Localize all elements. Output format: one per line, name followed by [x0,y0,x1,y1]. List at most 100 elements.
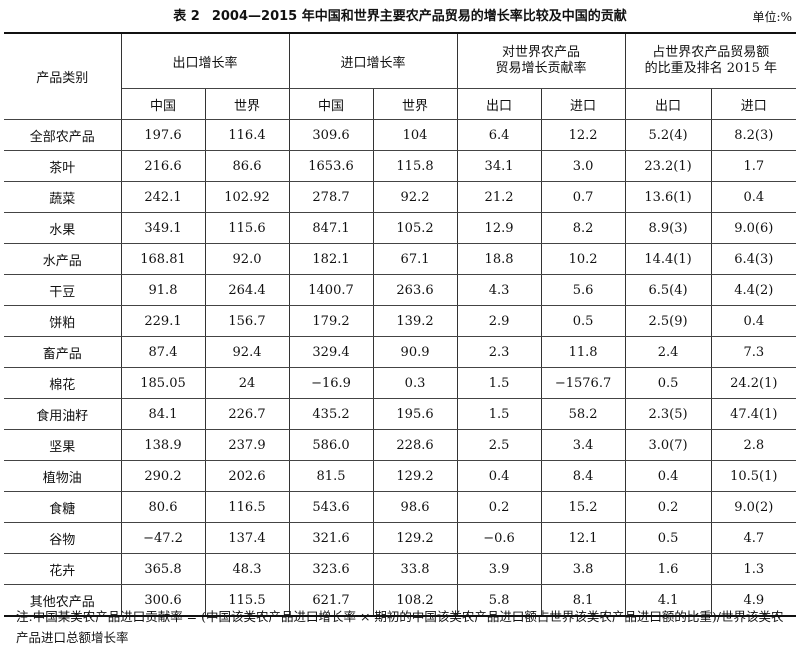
export-china-cell: 185.05 [120,367,206,399]
table-row: 棉花 185.05 24 −16.9 0.3 1.5 −1576.7 0.5 24.2(1) [4,367,797,399]
share-export-cell: 0.4 [624,460,712,492]
import-china-cell: 1653.6 [288,150,374,182]
export-world-cell: 237.9 [204,429,290,461]
import-world-cell: 139.2 [372,305,458,337]
category-cell: 水果 [4,212,122,244]
import-china-cell: 278.7 [288,181,374,213]
share-import-cell: 1.7 [710,150,797,182]
import-world-cell: 263.6 [372,274,458,306]
import-china-cell: 1400.7 [288,274,374,306]
table-caption-row: 表 2 2004—2015 年中国和世界主要农产品贸易的增长率比较及中国的贡献 单… [0,6,800,28]
import-world-cell: 105.2 [372,212,458,244]
export-china-cell: 197.6 [120,119,206,151]
export-world-cell: 86.6 [204,150,290,182]
import-china-cell: 182.1 [288,243,374,275]
table-title: 2004—2015 年中国和世界主要农产品贸易的增长率比较及中国的贡献 [211,9,627,24]
share-export-cell: 23.2(1) [624,150,712,182]
table-row: 食用油籽 84.1 226.7 435.2 195.6 1.5 58.2 2.3(5) 47.4… [4,398,797,430]
import-china-cell: 586.0 [288,429,374,461]
share-import-cell: 47.4(1) [710,398,797,430]
share-export-cell: 4.1 [624,584,712,617]
category-cell: 干豆 [4,274,122,306]
share-export-cell: 3.0(7) [624,429,712,461]
contribution-export-cell: −0.6 [456,522,542,554]
table-row: 蔬菜 242.1 102.92 278.7 92.2 21.2 0.7 13.6(1) 0.4 [4,181,797,213]
import-world-cell: 98.6 [372,491,458,523]
share-header-line2: 的比重及排名 2015 年 [644,61,777,76]
export-china-cell: 216.6 [120,150,206,182]
category-cell: 坚果 [4,429,122,461]
sub-header-world: 世界 [204,88,290,120]
table-number: 表 2 [173,9,200,24]
contribution-import-cell: 58.2 [540,398,626,430]
sub-header-world: 世界 [372,88,458,120]
export-world-cell: 102.92 [204,181,290,213]
import-china-cell: 179.2 [288,305,374,337]
contribution-export-cell: 0.2 [456,491,542,523]
export-china-cell: 138.9 [120,429,206,461]
export-china-cell: 91.8 [120,274,206,306]
share-export-cell: 14.4(1) [624,243,712,275]
import-china-cell: 543.6 [288,491,374,523]
category-cell: 花卉 [4,553,122,585]
import-china-cell: 321.6 [288,522,374,554]
export-growth-header: 出口增长率 [120,32,290,89]
contribution-export-cell: 34.1 [456,150,542,182]
share-export-cell: 0.5 [624,367,712,399]
table-row: 食糖 80.6 116.5 543.6 98.6 0.2 15.2 0.2 9.0(2) [4,491,797,523]
import-china-cell: 323.6 [288,553,374,585]
share-import-cell: 4.9 [710,584,797,617]
table-caption: 表 2 2004—2015 年中国和世界主要农产品贸易的增长率比较及中国的贡献 [0,6,800,28]
import-china-cell: 621.7 [288,584,374,617]
import-growth-header: 进口增长率 [288,32,458,89]
contribution-import-cell: 3.0 [540,150,626,182]
table-row: 谷物 −47.2 137.4 321.6 129.2 −0.6 12.1 0.5 4.7 [4,522,797,554]
table-body: 全部农产品 197.6 116.4 309.6 104 6.4 12.2 5.2(4) 8.2(… [4,119,797,617]
export-china-cell: 365.8 [120,553,206,585]
share-export-cell: 13.6(1) [624,181,712,213]
share-export-cell: 2.4 [624,336,712,368]
share-export-cell: 0.2 [624,491,712,523]
share-header-line1: 占世界农产品贸易额 [652,45,770,60]
import-china-cell: 309.6 [288,119,374,151]
contribution-export-cell: 3.9 [456,553,542,585]
share-export-cell: 8.9(3) [624,212,712,244]
export-world-cell: 115.6 [204,212,290,244]
table-row: 茶叶 216.6 86.6 1653.6 115.8 34.1 3.0 23.2(1) 1.7 [4,150,797,182]
contribution-import-cell: 3.4 [540,429,626,461]
category-cell: 食糖 [4,491,122,523]
share-import-cell: 2.8 [710,429,797,461]
import-world-cell: 67.1 [372,243,458,275]
contribution-export-cell: 6.4 [456,119,542,151]
export-world-cell: 24 [204,367,290,399]
share-export-cell: 2.3(5) [624,398,712,430]
export-world-cell: 226.7 [204,398,290,430]
share-import-cell: 0.4 [710,305,797,337]
contribution-import-cell: 8.4 [540,460,626,492]
import-world-cell: 104 [372,119,458,151]
export-china-cell: 168.81 [120,243,206,275]
export-china-cell: 87.4 [120,336,206,368]
share-import-cell: 24.2(1) [710,367,797,399]
contribution-import-cell: 12.1 [540,522,626,554]
contribution-import-cell: 3.8 [540,553,626,585]
contribution-export-cell: 18.8 [456,243,542,275]
share-import-cell: 6.4(3) [710,243,797,275]
contribution-export-cell: 2.5 [456,429,542,461]
category-cell: 其他农产品 [4,584,122,617]
export-world-cell: 264.4 [204,274,290,306]
import-world-cell: 129.2 [372,460,458,492]
category-cell: 茶叶 [4,150,122,182]
table-row: 干豆 91.8 264.4 1400.7 263.6 4.3 5.6 6.5(4) 4.4(2) [4,274,797,306]
export-china-cell: 242.1 [120,181,206,213]
contribution-export-cell: 2.9 [456,305,542,337]
sub-header-export: 出口 [624,88,712,120]
contribution-import-cell: 5.6 [540,274,626,306]
category-cell: 谷物 [4,522,122,554]
table-row: 畜产品 87.4 92.4 329.4 90.9 2.3 11.8 2.4 7.3 [4,336,797,368]
contribution-export-cell: 2.3 [456,336,542,368]
contribution-export-cell: 1.5 [456,367,542,399]
share-export-cell: 5.2(4) [624,119,712,151]
category-cell: 饼粕 [4,305,122,337]
table-row: 全部农产品 197.6 116.4 309.6 104 6.4 12.2 5.2(4) 8.2(… [4,119,797,151]
